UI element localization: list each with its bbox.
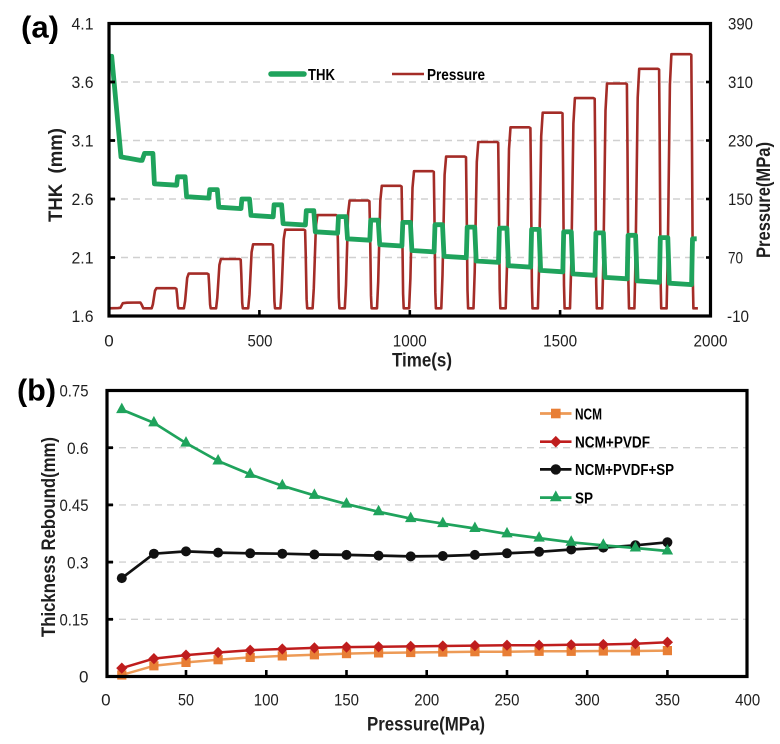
svg-text:0: 0 bbox=[79, 668, 88, 687]
svg-text:350: 350 bbox=[655, 691, 680, 710]
svg-text:1000: 1000 bbox=[393, 332, 427, 351]
svg-text:Time(s): Time(s) bbox=[392, 351, 452, 372]
svg-text:SP: SP bbox=[575, 490, 593, 507]
svg-text:Pressure: Pressure bbox=[427, 67, 485, 84]
svg-text:2000: 2000 bbox=[694, 332, 728, 351]
svg-text:2.6: 2.6 bbox=[72, 190, 94, 209]
svg-text:0.3: 0.3 bbox=[67, 553, 89, 572]
svg-text:THK (mm): THK (mm) bbox=[46, 128, 67, 222]
svg-text:Thickness Rebound(mm): Thickness Rebound(mm) bbox=[39, 437, 60, 637]
svg-text:310: 310 bbox=[728, 73, 753, 92]
svg-text:150: 150 bbox=[334, 691, 359, 710]
svg-text:300: 300 bbox=[575, 691, 600, 710]
svg-text:NCM+PVDF: NCM+PVDF bbox=[575, 435, 650, 452]
svg-text:1500: 1500 bbox=[543, 332, 577, 351]
svg-text:0.15: 0.15 bbox=[60, 611, 89, 630]
svg-text:50: 50 bbox=[178, 691, 194, 710]
svg-text:NCM: NCM bbox=[575, 406, 602, 423]
svg-text:4.1: 4.1 bbox=[72, 15, 94, 34]
svg-text:0.45: 0.45 bbox=[60, 496, 89, 515]
svg-text:390: 390 bbox=[728, 15, 753, 34]
svg-text:100: 100 bbox=[254, 691, 279, 710]
svg-text:(b): (b) bbox=[17, 373, 56, 408]
svg-text:1.6: 1.6 bbox=[72, 307, 94, 326]
svg-text:NCM+PVDF+SP: NCM+PVDF+SP bbox=[575, 462, 674, 479]
svg-text:70: 70 bbox=[728, 249, 743, 268]
svg-text:0: 0 bbox=[101, 691, 110, 710]
svg-text:0.6: 0.6 bbox=[67, 439, 89, 458]
svg-text:(a): (a) bbox=[21, 10, 59, 45]
svg-text:Pressure(MPa): Pressure(MPa) bbox=[754, 142, 775, 258]
svg-text:3.1: 3.1 bbox=[72, 132, 94, 151]
svg-text:230: 230 bbox=[728, 132, 753, 151]
svg-text:400: 400 bbox=[735, 691, 760, 710]
svg-text:500: 500 bbox=[248, 332, 273, 351]
svg-text:200: 200 bbox=[414, 691, 439, 710]
svg-text:2.1: 2.1 bbox=[72, 249, 94, 268]
svg-text:THK: THK bbox=[308, 67, 335, 84]
svg-text:0: 0 bbox=[104, 332, 113, 351]
svg-text:250: 250 bbox=[494, 691, 519, 710]
svg-text:0.75: 0.75 bbox=[60, 382, 89, 401]
svg-text:-10: -10 bbox=[727, 307, 749, 326]
svg-text:150: 150 bbox=[728, 190, 753, 209]
svg-text:Pressure(MPa): Pressure(MPa) bbox=[367, 714, 485, 736]
svg-text:3.6: 3.6 bbox=[72, 73, 94, 92]
